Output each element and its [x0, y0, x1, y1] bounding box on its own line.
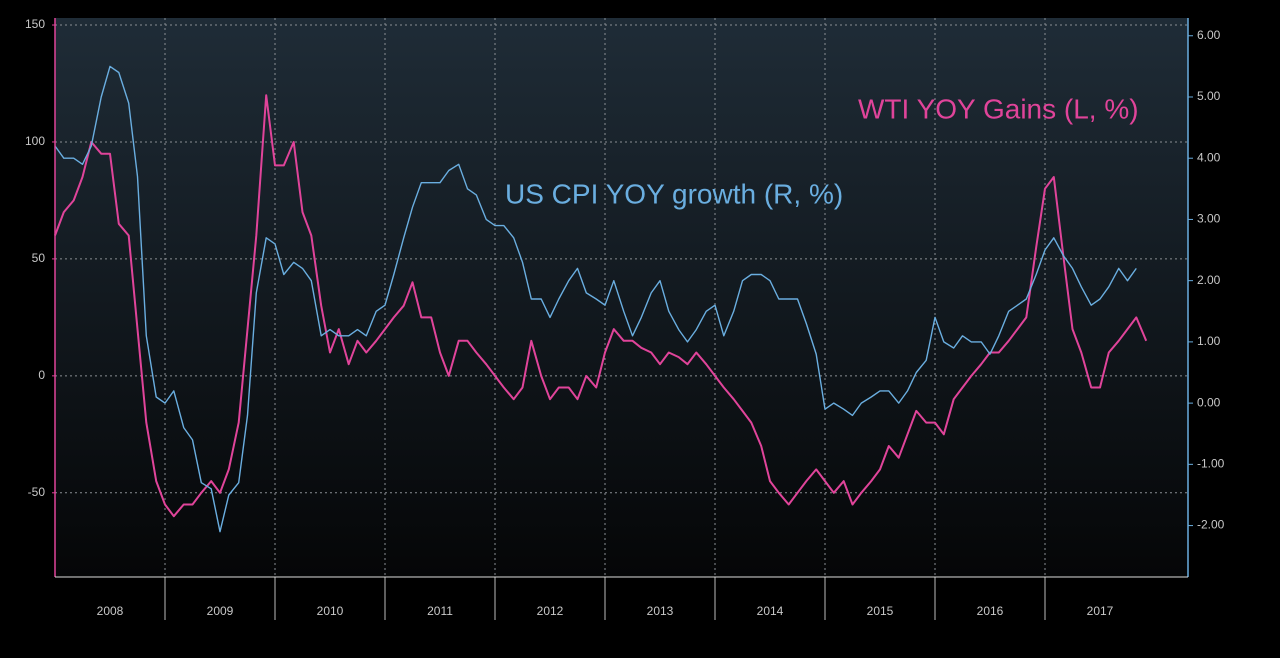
x-tick-label: 2015	[867, 604, 894, 618]
annotation: US CPI YOY growth (R, %)	[505, 178, 843, 209]
x-tick-label: 2013	[647, 604, 674, 618]
x-tick-label: 2010	[317, 604, 344, 618]
series-line	[54, 94, 1148, 518]
x-tick-label: 2011	[427, 604, 453, 618]
y2-tick-label: 3.00	[1197, 212, 1221, 226]
y2-tick-label: 6.00	[1197, 28, 1221, 42]
series-line	[54, 65, 1137, 533]
y-tick-label: -50	[28, 485, 46, 499]
y2-tick-label: 1.00	[1197, 334, 1221, 348]
y2-tick-label: -2.00	[1197, 518, 1225, 532]
x-tick-label: 2014	[757, 604, 784, 618]
x-tick-label: 2016	[977, 604, 1004, 618]
x-tick-label: 2009	[207, 604, 234, 618]
y2-tick-label: 4.00	[1197, 150, 1221, 164]
annotation: WTI YOY Gains (L, %)	[858, 93, 1139, 124]
y-tick-label: 150	[25, 17, 45, 31]
x-tick-label: 2012	[537, 604, 564, 618]
y2-tick-label: 2.00	[1197, 273, 1221, 287]
y-tick-label: 50	[32, 251, 46, 265]
y2-tick-label: 5.00	[1197, 89, 1221, 103]
plot-area	[55, 18, 1188, 577]
x-tick-label: 2008	[97, 604, 124, 618]
y-tick-label: 0	[38, 368, 45, 382]
x-tick-label: 2017	[1087, 604, 1114, 618]
y2-tick-label: -1.00	[1197, 457, 1225, 471]
y-tick-label: 100	[25, 134, 45, 148]
y2-tick-label: 0.00	[1197, 395, 1221, 409]
